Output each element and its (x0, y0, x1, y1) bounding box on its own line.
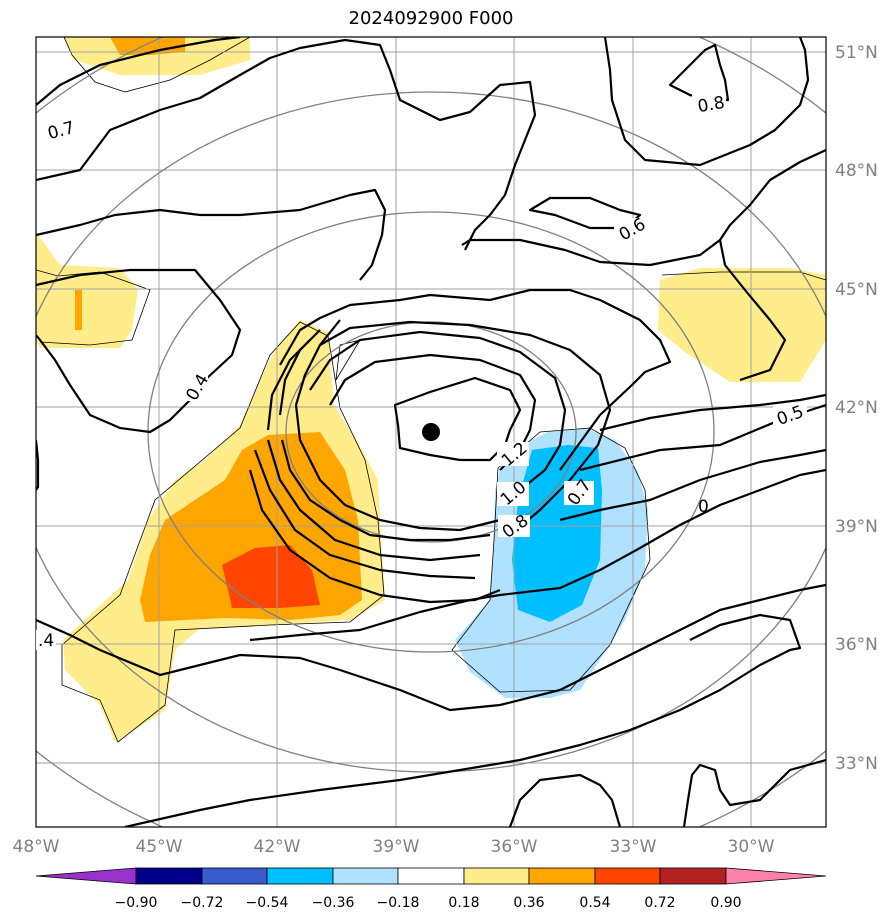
lon-label: 48°W (13, 837, 60, 857)
colorbar-tick-label: −0.36 (312, 895, 355, 911)
contour-label: 0 (698, 497, 709, 517)
graticule (36, 37, 826, 827)
contour-label: .4 (38, 631, 54, 651)
storm-center-dot (422, 423, 440, 441)
shading-positive-strong (222, 545, 320, 608)
colorbar-segment (266, 867, 334, 885)
colorbar-tick-label: 0.54 (579, 895, 610, 911)
colorbar-segment (659, 867, 727, 885)
colorbar-segment (397, 867, 465, 885)
colorbar-tick-label: −0.18 (377, 895, 420, 911)
lat-label: 39°N (835, 517, 878, 537)
lat-label: 45°N (835, 280, 878, 300)
colorbar (35, 867, 827, 885)
colorbar-tick-label: 0.18 (448, 895, 479, 911)
lon-label: 33°W (610, 837, 657, 857)
lat-label: 33°N (835, 754, 878, 774)
latitude-labels: 51°N 48°N 45°N 42°N 39°N 36°N 33°N (835, 43, 878, 774)
colorbar-segment (594, 867, 661, 885)
colorbar-segment (201, 867, 268, 885)
contour-lines (36, 37, 826, 827)
lon-label: 45°W (136, 837, 183, 857)
colorbar-tick-label: −0.54 (246, 895, 289, 911)
colorbar-tick-label: −0.90 (115, 895, 158, 911)
lat-label: 48°N (835, 161, 878, 181)
lat-label: 36°N (835, 635, 878, 655)
lon-label: 42°W (254, 837, 301, 857)
colorbar-tick-label: 0.90 (710, 895, 741, 911)
colorbar-segment (528, 867, 596, 885)
colorbar-tick-label: 0.72 (644, 895, 675, 911)
longitude-labels: 48°W 45°W 42°W 39°W 36°W 33°W 30°W (13, 837, 775, 857)
colorbar-ticks: −0.90 −0.72 −0.54 −0.36 −0.18 0.18 0.36 … (115, 895, 742, 911)
lat-label: 42°N (835, 398, 878, 418)
lon-label: 39°W (373, 837, 420, 857)
colorbar-extend-left (35, 867, 137, 885)
lat-label: 51°N (835, 43, 878, 63)
contour-label: 0.8 (696, 93, 726, 117)
colorbar-segment (332, 867, 399, 885)
colorbar-tick-label: 0.36 (513, 895, 544, 911)
colorbar-segment (135, 867, 203, 885)
lon-label: 36°W (491, 837, 538, 857)
map-panel (36, 37, 826, 827)
colorbar-segment (463, 867, 530, 885)
lon-label: 30°W (728, 837, 775, 857)
colorbar-extend-right (725, 867, 827, 885)
contour-label-group: 0.7 0.8 0.6 0.4 0.5 1.2 1.0 0.8 0.7 .4 0 (36, 93, 807, 651)
colorbar-tick-label: −0.72 (181, 895, 224, 911)
map-frame (35, 36, 827, 828)
map-title: 2024092900 F000 (348, 8, 514, 29)
